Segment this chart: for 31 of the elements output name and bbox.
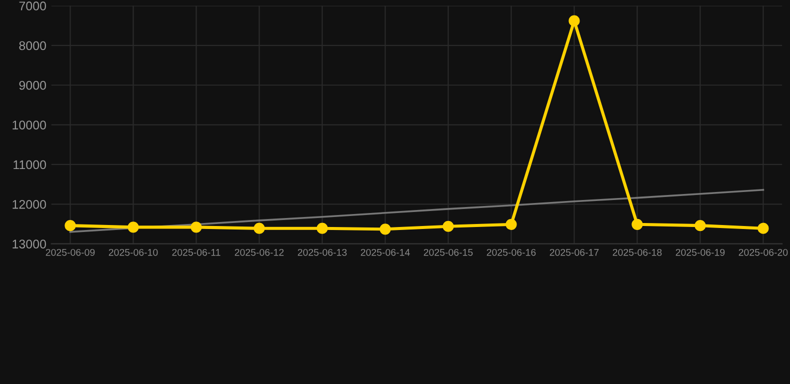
y-tick-label: 11000 <box>14 160 46 170</box>
point <box>758 222 769 234</box>
x-tick-label: 2025-06-10 <box>108 248 158 256</box>
y-tick-label: 7000 <box>19 2 46 10</box>
x-tick-label: 2025-06-15 <box>424 248 473 256</box>
x-tick-label: 2025-06-12 <box>234 248 284 256</box>
x-tick-label: 2025-06-17 <box>550 248 599 256</box>
point <box>442 220 454 232</box>
point <box>506 218 517 230</box>
y-tick-label: 12000 <box>12 200 46 209</box>
point <box>128 222 139 233</box>
x-tick-label: 2025-06-11 <box>172 248 220 256</box>
x-tick-label: 2025-06-14 <box>360 248 410 256</box>
y-tick-label: 8000 <box>19 41 46 50</box>
y-tick-label: 9000 <box>19 80 46 90</box>
x-tick-label: 2025-06-19 <box>676 248 725 256</box>
point <box>190 222 202 233</box>
point <box>380 224 391 235</box>
point <box>568 15 580 26</box>
x-tick-label: 2025-06-09 <box>46 248 95 256</box>
x-tick-label: 2025-06-16 <box>486 248 536 256</box>
y-tick-label: 13000 <box>12 240 46 248</box>
x-tick-label: 2025-06-13 <box>298 248 347 256</box>
point <box>64 220 76 232</box>
x-tick-label: 2025-06-18 <box>612 248 662 256</box>
x-tick-label: 2025-06-20 <box>738 248 788 256</box>
point <box>694 220 706 232</box>
point <box>316 222 328 234</box>
point <box>254 222 265 234</box>
y-tick-label: 10000 <box>12 120 46 130</box>
point <box>632 218 643 230</box>
